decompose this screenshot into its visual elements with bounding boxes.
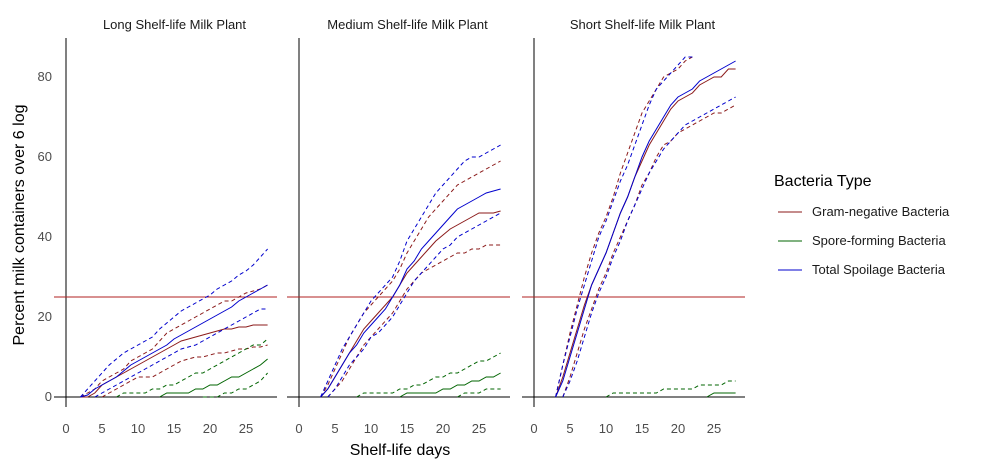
spore-forming-series-line (159, 358, 268, 398)
legend-label: Gram-negative Bacteria (812, 204, 950, 219)
panel-title: Long Shelf-life Milk Plant (103, 17, 246, 32)
panel-3: Short Shelf-life Milk Plant 0 5 10 15 20 25 (522, 17, 745, 436)
spore-forming-series-line (399, 372, 501, 398)
total-lower-bound-line (94, 308, 268, 398)
x-tick-label: 0 (530, 421, 537, 436)
total-upper-bound-line (80, 248, 268, 398)
total-series-line (320, 188, 501, 398)
x-tick-label: 10 (364, 421, 378, 436)
x-tick-label: 20 (436, 421, 450, 436)
spore-forming-upper-bound-line (356, 352, 501, 398)
gram-negative-series-line (80, 324, 268, 398)
spore-forming-upper-bound-line (116, 338, 268, 398)
legend-title: Bacteria Type (774, 173, 872, 190)
gram-negative-series-line (320, 210, 501, 398)
spore-forming-upper-bound-line (605, 380, 736, 398)
total-series-line (555, 60, 736, 398)
gram-negative-upper-bound-line (80, 284, 268, 398)
x-tick-label: 10 (599, 421, 613, 436)
y-tick-label: 80 (38, 69, 52, 84)
legend-label: Spore-forming Bacteria (812, 233, 946, 248)
x-tick-label: 0 (62, 421, 69, 436)
gram-negative-lower-bound-line (562, 104, 736, 398)
x-tick-label: 0 (295, 421, 302, 436)
x-tick-label: 5 (331, 421, 338, 436)
x-tick-label: 15 (167, 421, 181, 436)
gram-negative-series-line (555, 68, 736, 398)
x-tick-label: 5 (98, 421, 105, 436)
total-lower-bound-line (562, 96, 736, 398)
panel-2: Medium Shelf-life Milk Plant 0 5 10 15 20 25 (287, 17, 510, 436)
y-tick-label: 40 (38, 229, 52, 244)
x-tick-label: 25 (707, 421, 721, 436)
x-tick-label: 25 (472, 421, 486, 436)
x-tick-label: 15 (400, 421, 414, 436)
x-axis-title: Shelf-life days (350, 442, 451, 459)
x-tick-label: 15 (635, 421, 649, 436)
x-tick-label: 25 (239, 421, 253, 436)
panel-title: Medium Shelf-life Milk Plant (327, 17, 488, 32)
spore-forming-series-line (706, 392, 736, 398)
total-upper-bound-line (555, 56, 693, 398)
gram-negative-upper-bound-line (320, 160, 501, 398)
y-axis-title: Percent milk containers over 6 log (11, 105, 28, 346)
panel-1: Long Shelf-life Milk Plant 0 5 10 15 20 25 (54, 17, 277, 436)
total-lower-bound-line (327, 212, 501, 398)
total-upper-bound-line (320, 144, 501, 398)
spore-forming-lower-bound-line (202, 372, 268, 398)
legend-label: Total Spoilage Bacteria (812, 262, 946, 277)
x-tick-label: 20 (671, 421, 685, 436)
y-tick-label: 60 (38, 149, 52, 164)
gram-negative-lower-bound-line (327, 244, 501, 398)
y-tick-label: 0 (45, 389, 52, 404)
gram-negative-lower-bound-line (101, 344, 268, 398)
total-series-line (80, 284, 268, 398)
y-tick-label: 20 (38, 309, 52, 324)
x-tick-label: 5 (566, 421, 573, 436)
x-tick-label: 10 (131, 421, 145, 436)
panel-title: Short Shelf-life Milk Plant (570, 17, 716, 32)
x-tick-label: 20 (203, 421, 217, 436)
spore-forming-lower-bound-line (457, 388, 501, 398)
legend: Bacteria Type Gram-negative Bacteria Spor… (774, 173, 950, 277)
